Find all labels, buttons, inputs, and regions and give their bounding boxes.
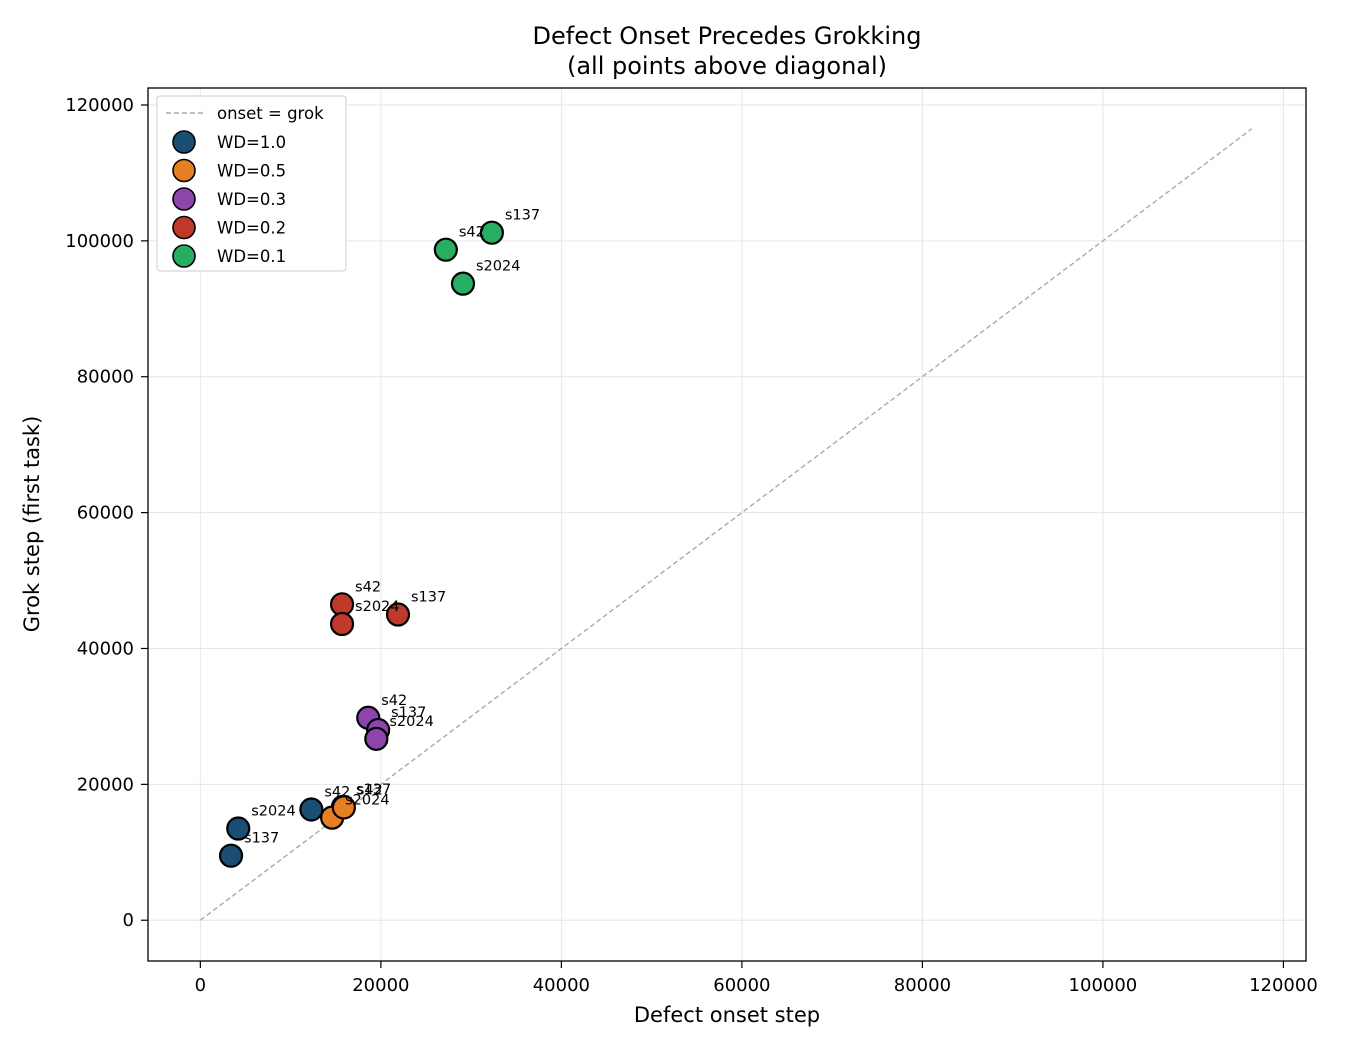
legend-swatch-2: [172, 187, 196, 211]
point-0-1: [218, 843, 244, 868]
reference-line: [199, 128, 1253, 921]
point-labels: s42s137s2024s137s2024s42s42s137s2024s42s…: [244, 208, 540, 847]
legend-swatch-0: [172, 130, 196, 154]
legend-swatch-1: [172, 158, 196, 183]
y-tick-label-6: 120000: [65, 95, 134, 116]
x-tick-label-1: 20000: [352, 975, 409, 996]
x-tick-label-5: 100000: [1069, 975, 1138, 996]
legend-swatch-4: [172, 244, 196, 268]
point-1-2: [331, 795, 356, 820]
x-tick-label-0: 0: [195, 975, 206, 996]
reference-line-group: [199, 128, 1253, 921]
plot-frame: [147, 87, 1307, 962]
x-tick-label-3: 60000: [713, 975, 770, 996]
point-label-1-2: s42: [357, 782, 383, 798]
legend-box: [156, 95, 347, 272]
x-tick-label-2: 40000: [533, 975, 590, 996]
axis-ticks: 0 20000 40000 60000 80000 100000 120000 0 20000 4…: [65, 95, 1318, 996]
point-4-1: [479, 220, 504, 245]
point-label-4-2: s2024: [476, 259, 520, 275]
legend: onset = grok WD=1.0 WD=0.5 WD=0.3 WD=0.2 WD=0…: [156, 95, 347, 272]
point-3-2: [329, 611, 355, 637]
y-axis-label: Grok step (first task): [20, 416, 44, 633]
point-4-2: [450, 271, 476, 296]
point-0-0: [299, 797, 324, 822]
legend-label-4: WD=0.1: [217, 247, 286, 266]
legend-label-1: WD=0.5: [217, 162, 286, 181]
point-2-2: [364, 726, 389, 751]
x-tick-label-6: 120000: [1249, 975, 1318, 996]
y-tick-label-4: 80000: [77, 367, 134, 388]
point-label-3-0: s42: [355, 579, 381, 595]
point-4-0: [433, 237, 458, 262]
y-tick-label-3: 60000: [77, 503, 134, 524]
point-label-0-2: s2024: [251, 804, 295, 820]
y-tick-label-1: 20000: [77, 774, 134, 795]
legend-label-3: WD=0.2: [217, 219, 286, 238]
x-axis-label: Defect onset step: [634, 1003, 820, 1027]
point-label-0-0: s42: [324, 784, 350, 800]
point-label-4-1: s137: [505, 208, 540, 224]
chart-title: Defect Onset Precedes Grokking (all poin…: [533, 22, 922, 80]
chart-title-line-1: Defect Onset Precedes Grokking: [533, 22, 922, 50]
point-label-1-1: s2024: [345, 793, 389, 809]
point-label-2-2: s2024: [389, 714, 433, 730]
point-label-4-0: s42: [459, 225, 485, 241]
point-3-1: [385, 602, 411, 627]
y-tick-label-0: 0: [123, 910, 134, 931]
point-0-2: [226, 816, 251, 841]
point-label-0-1: s137: [244, 831, 279, 847]
legend-swatch-3: [172, 215, 196, 240]
point-label-3-1: s137: [411, 590, 446, 606]
x-tick-label-4: 80000: [894, 975, 951, 996]
grid-lines: [148, 88, 1306, 961]
legend-label-reference: onset = grok: [217, 104, 324, 123]
chart-title-line-2: (all points above diagonal): [567, 52, 887, 80]
data-points: [218, 220, 504, 868]
point-label-2-1: s137: [391, 705, 426, 721]
point-label-2-0: s42: [381, 693, 407, 709]
legend-label-0: WD=1.0: [217, 133, 286, 152]
y-tick-label-2: 40000: [77, 638, 134, 659]
y-tick-label-5: 100000: [65, 231, 134, 252]
legend-label-2: WD=0.3: [217, 190, 286, 209]
point-label-1-0: s137: [356, 782, 391, 798]
point-label-3-2: s2024: [355, 599, 399, 615]
